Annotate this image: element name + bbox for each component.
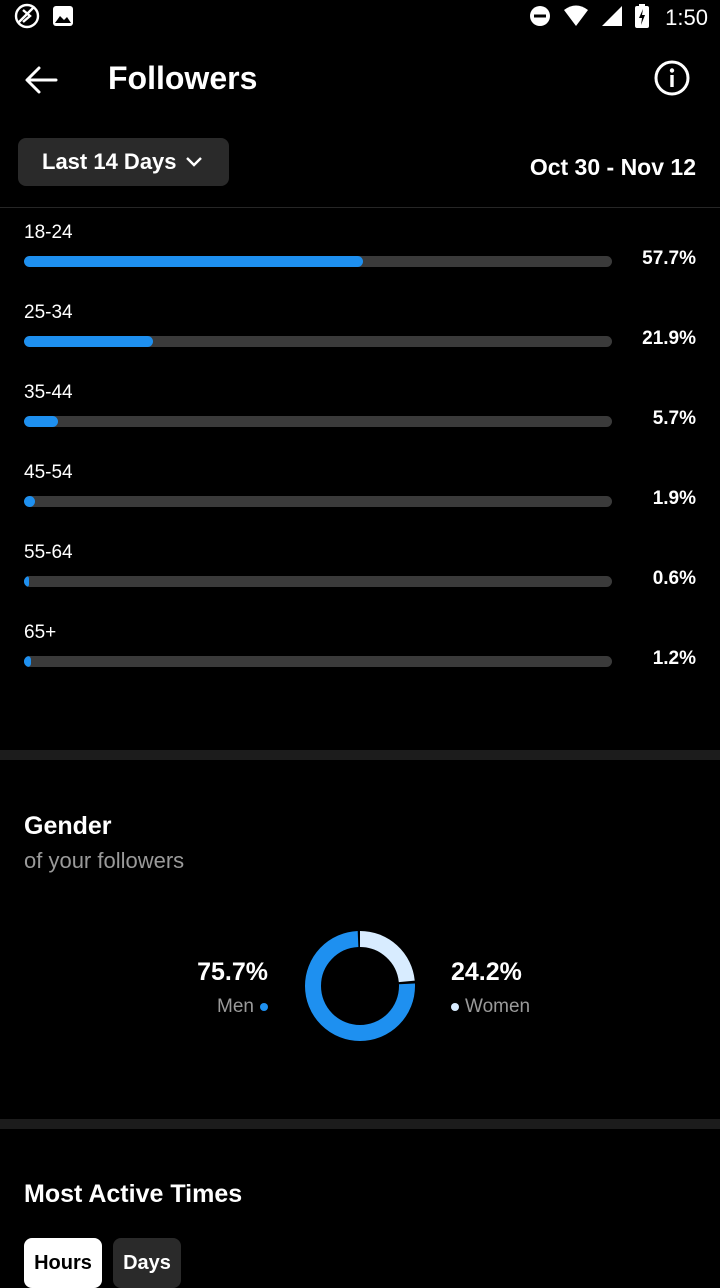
gender-subtitle: of your followers	[24, 848, 185, 873]
date-range-text: Oct 30 - Nov 12	[529, 154, 696, 180]
age-range-percent: 1.9%	[652, 488, 696, 509]
men-legend: Men	[217, 996, 268, 1018]
age-range-bar-fill	[24, 496, 36, 507]
age-range-bar-fill	[24, 656, 32, 667]
age-range-label: 55-64	[24, 542, 73, 563]
age-range-list: 18-24 57.7% 25-34 21.9% 35-44 5.7% 45-54 1.9% 55…	[0, 208, 720, 688]
signal-icon	[601, 5, 623, 32]
arrow-left-icon	[25, 66, 58, 94]
tab-hours[interactable]: Hours	[24, 1238, 102, 1288]
age-range-bar-track	[24, 656, 612, 667]
info-button[interactable]	[652, 58, 692, 98]
gender-donut-chart	[305, 931, 415, 1041]
age-range-percent: 57.7%	[642, 248, 696, 269]
info-icon	[654, 60, 690, 96]
age-range-bar-track	[24, 496, 612, 507]
age-range-row: 65+ 1.2%	[0, 608, 720, 688]
divider	[0, 207, 720, 208]
sync-icon	[14, 3, 40, 34]
age-range-row: 18-24 57.7%	[0, 208, 720, 288]
date-range-dropdown-label: Last 14 Days	[42, 149, 177, 174]
section-divider	[0, 750, 720, 760]
age-range-label: 35-44	[24, 382, 73, 403]
age-range-bar-track	[24, 336, 612, 347]
status-bar: 1:50	[0, 0, 720, 36]
battery-charging-icon	[635, 3, 650, 33]
age-range-percent: 21.9%	[642, 328, 696, 349]
women-percent: 24.2%	[451, 958, 522, 986]
do-not-disturb-icon	[529, 5, 551, 32]
wifi-icon	[563, 5, 589, 32]
most-active-times-title: Most Active Times	[24, 1180, 243, 1208]
age-range-row: 45-54 1.9%	[0, 448, 720, 528]
gender-title: Gender	[24, 812, 112, 840]
chevron-down-icon	[185, 157, 202, 167]
date-range-dropdown[interactable]: Last 14 Days	[18, 138, 229, 186]
section-divider	[0, 1119, 720, 1129]
women-label: Women	[465, 996, 531, 1017]
page-title: Followers	[108, 60, 258, 96]
men-percent: 75.7%	[197, 958, 268, 986]
image-icon	[52, 5, 74, 32]
age-range-label: 45-54	[24, 462, 73, 483]
women-donut-segment	[305, 931, 415, 1041]
age-range-bar-fill	[24, 336, 153, 347]
age-range-label: 65+	[24, 622, 57, 643]
men-label: Men	[217, 996, 254, 1017]
age-range-percent: 5.7%	[652, 408, 696, 429]
age-range-bar-track	[24, 416, 612, 427]
age-range-percent: 1.2%	[652, 648, 696, 669]
age-range-bar-fill	[24, 576, 29, 587]
app-header: Followers	[0, 40, 720, 120]
age-range-row: 25-34 21.9%	[0, 288, 720, 368]
women-legend: Women	[451, 996, 530, 1018]
age-range-bar-fill	[24, 416, 58, 427]
women-legend-dot	[451, 1003, 459, 1011]
age-range-bar-track	[24, 256, 612, 267]
men-legend-dot	[260, 1003, 268, 1011]
status-time: 1:50	[665, 5, 708, 30]
age-range-percent: 0.6%	[652, 568, 696, 589]
tab-days[interactable]: Days	[113, 1238, 181, 1288]
men-donut-segment	[305, 931, 415, 1041]
age-range-bar-fill	[24, 256, 364, 267]
age-range-bar-track	[24, 576, 612, 587]
back-button[interactable]	[22, 60, 62, 100]
age-range-row: 55-64 0.6%	[0, 528, 720, 608]
age-range-label: 25-34	[24, 302, 73, 323]
age-range-label: 18-24	[24, 222, 73, 243]
age-range-row: 35-44 5.7%	[0, 368, 720, 448]
